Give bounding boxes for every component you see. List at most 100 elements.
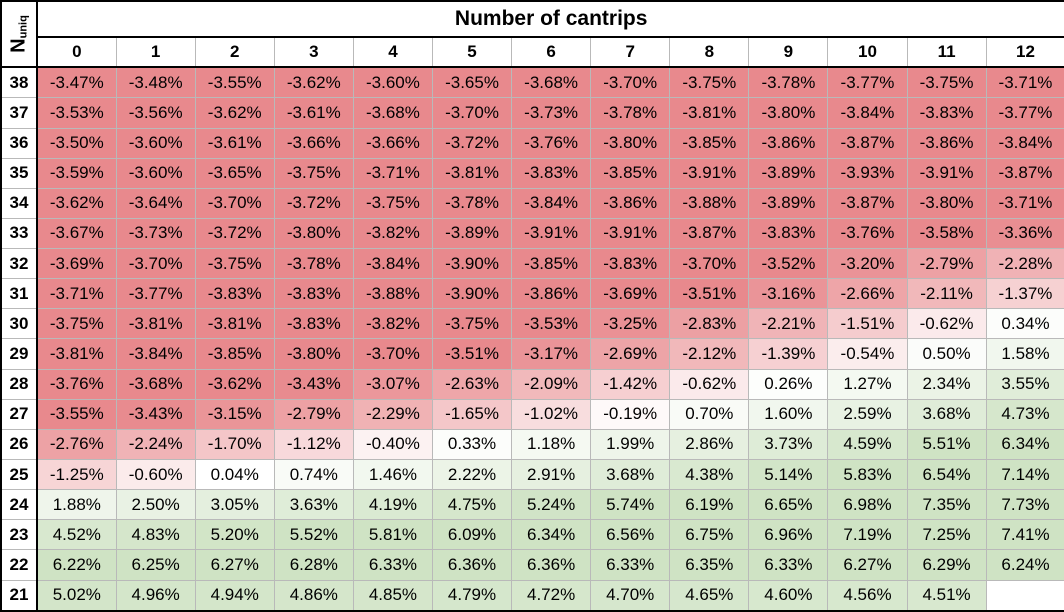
heatmap-cell: -2.83% — [669, 308, 750, 340]
heatmap-cell: 3.63% — [273, 489, 354, 521]
heatmap-cell: -3.43% — [115, 398, 196, 430]
heatmap-cell: 4.56% — [827, 579, 908, 612]
heatmap-cell: -3.80% — [273, 338, 354, 370]
heatmap-cell: -0.62% — [669, 368, 750, 400]
row-header: 37 — [0, 97, 38, 129]
heatmap-cell: -3.72% — [431, 127, 513, 159]
heatmap-cell: -3.75% — [431, 308, 513, 340]
heatmap-cell: 4.59% — [827, 428, 908, 461]
heatmap-cell: -3.53% — [511, 308, 592, 340]
heatmap-cell: 6.75% — [669, 519, 750, 551]
heatmap-cell: -2.63% — [431, 368, 513, 400]
heatmap-cell: -3.70% — [115, 248, 196, 280]
column-header: 11 — [906, 36, 987, 68]
heatmap-cell: -3.83% — [273, 308, 354, 340]
heatmap-cell: -3.83% — [590, 248, 671, 280]
row-header: 30 — [0, 308, 38, 340]
heatmap-cell: -3.66% — [352, 127, 433, 159]
heatmap-cell: -3.88% — [352, 278, 433, 310]
heatmap-cell: 5.81% — [352, 519, 433, 551]
heatmap-cell: 5.20% — [194, 519, 275, 551]
row-header: 34 — [0, 187, 38, 219]
heatmap-cell: -3.85% — [590, 157, 671, 189]
column-header: 6 — [511, 36, 592, 68]
heatmap-cell: 6.36% — [511, 549, 592, 581]
heatmap-cell: 1.27% — [827, 368, 908, 400]
heatmap-cell: -3.84% — [115, 338, 196, 370]
heatmap-cell: 7.14% — [985, 459, 1064, 491]
heatmap-cell: -1.25% — [36, 459, 117, 491]
column-header: 3 — [273, 36, 354, 68]
heatmap-cell: 1.60% — [748, 398, 829, 430]
heatmap-cell: -1.65% — [431, 398, 513, 430]
heatmap-cell: -3.85% — [194, 338, 275, 370]
heatmap-cell: -3.69% — [36, 248, 117, 280]
heatmap-cell: 6.24% — [985, 549, 1064, 581]
heatmap-cell: -3.71% — [985, 66, 1064, 99]
column-header: 4 — [352, 36, 433, 68]
y-axis-label: Nuniq — [0, 0, 38, 68]
heatmap-cell: -3.78% — [590, 97, 671, 129]
heatmap-cell: -3.43% — [273, 368, 354, 400]
heatmap-cell: -3.69% — [590, 278, 671, 310]
heatmap-cell: 4.19% — [352, 489, 433, 521]
heatmap-cell: 2.50% — [115, 489, 196, 521]
heatmap-cell: -3.77% — [115, 278, 196, 310]
heatmap-cell: -2.11% — [906, 278, 987, 310]
heatmap-cell: -3.71% — [985, 187, 1064, 219]
row-header: 22 — [0, 549, 38, 581]
heatmap-cell: 4.73% — [985, 398, 1064, 430]
heatmap-cell: -3.50% — [36, 127, 117, 159]
heatmap-cell: -3.53% — [36, 97, 117, 129]
heatmap-cell: -3.62% — [36, 187, 117, 219]
heatmap-cell: -2.28% — [985, 248, 1064, 280]
heatmap-cell: 1.99% — [590, 428, 671, 461]
heatmap-cell: -3.75% — [352, 187, 433, 219]
table-row: 36 -3.50% -3.60% -3.61% -3.66% -3.66% -3.72% -3… — [0, 127, 1064, 159]
heatmap-cell: -3.82% — [352, 308, 433, 340]
heatmap-cell: 0.74% — [273, 459, 354, 491]
heatmap-cell: 4.75% — [431, 489, 513, 521]
heatmap-cell: 4.60% — [748, 579, 829, 612]
heatmap-cell: -3.86% — [906, 127, 987, 159]
heatmap-cell: -3.59% — [36, 157, 117, 189]
heatmap-cell: -3.70% — [590, 66, 671, 99]
row-header: 33 — [0, 217, 38, 250]
heatmap-cell: -3.71% — [352, 157, 433, 189]
heatmap-cell: -3.47% — [36, 66, 117, 99]
heatmap-cell: 6.34% — [511, 519, 592, 551]
heatmap-cell: -3.67% — [36, 217, 117, 250]
heatmap-cell: -3.81% — [115, 308, 196, 340]
heatmap-cell: -3.58% — [906, 217, 987, 250]
heatmap-cell: -1.70% — [194, 428, 275, 461]
heatmap-cell: 0.70% — [669, 398, 750, 430]
heatmap-cell: 6.56% — [590, 519, 671, 551]
column-header: 2 — [194, 36, 275, 68]
heatmap-cell: 4.85% — [352, 579, 433, 612]
heatmap-cell: 6.28% — [273, 549, 354, 581]
heatmap-cell: -3.72% — [273, 187, 354, 219]
heatmap-cell: -3.87% — [827, 127, 908, 159]
heatmap-cell: 6.35% — [669, 549, 750, 581]
heatmap-cell: -3.56% — [115, 97, 196, 129]
table-row: 24 1.88% 2.50% 3.05% 3.63% 4.19% 4.75% 5.24% 5.7… — [0, 489, 1064, 521]
heatmap-cell: -3.07% — [352, 368, 433, 400]
row-header: 29 — [0, 338, 38, 370]
row-header: 21 — [0, 579, 38, 612]
heatmap-cell — [985, 579, 1064, 612]
y-axis-label-text: N — [7, 38, 30, 53]
heatmap-cell: 7.35% — [906, 489, 987, 521]
heatmap-cell: -2.76% — [36, 428, 117, 461]
heatmap-cell: -3.87% — [985, 157, 1064, 189]
heatmap-cell: -3.83% — [511, 157, 592, 189]
heatmap-cell: -3.75% — [36, 308, 117, 340]
heatmap-cell: -0.62% — [906, 308, 987, 340]
heatmap-cell: 6.98% — [827, 489, 908, 521]
heatmap-cell: -3.62% — [194, 368, 275, 400]
heatmap-cell: 6.22% — [36, 549, 117, 581]
heatmap-cell: -3.68% — [352, 97, 433, 129]
heatmap-cell: -3.91% — [590, 217, 671, 250]
heatmap-cell: -3.68% — [115, 368, 196, 400]
heatmap-cell: 4.94% — [194, 579, 275, 612]
